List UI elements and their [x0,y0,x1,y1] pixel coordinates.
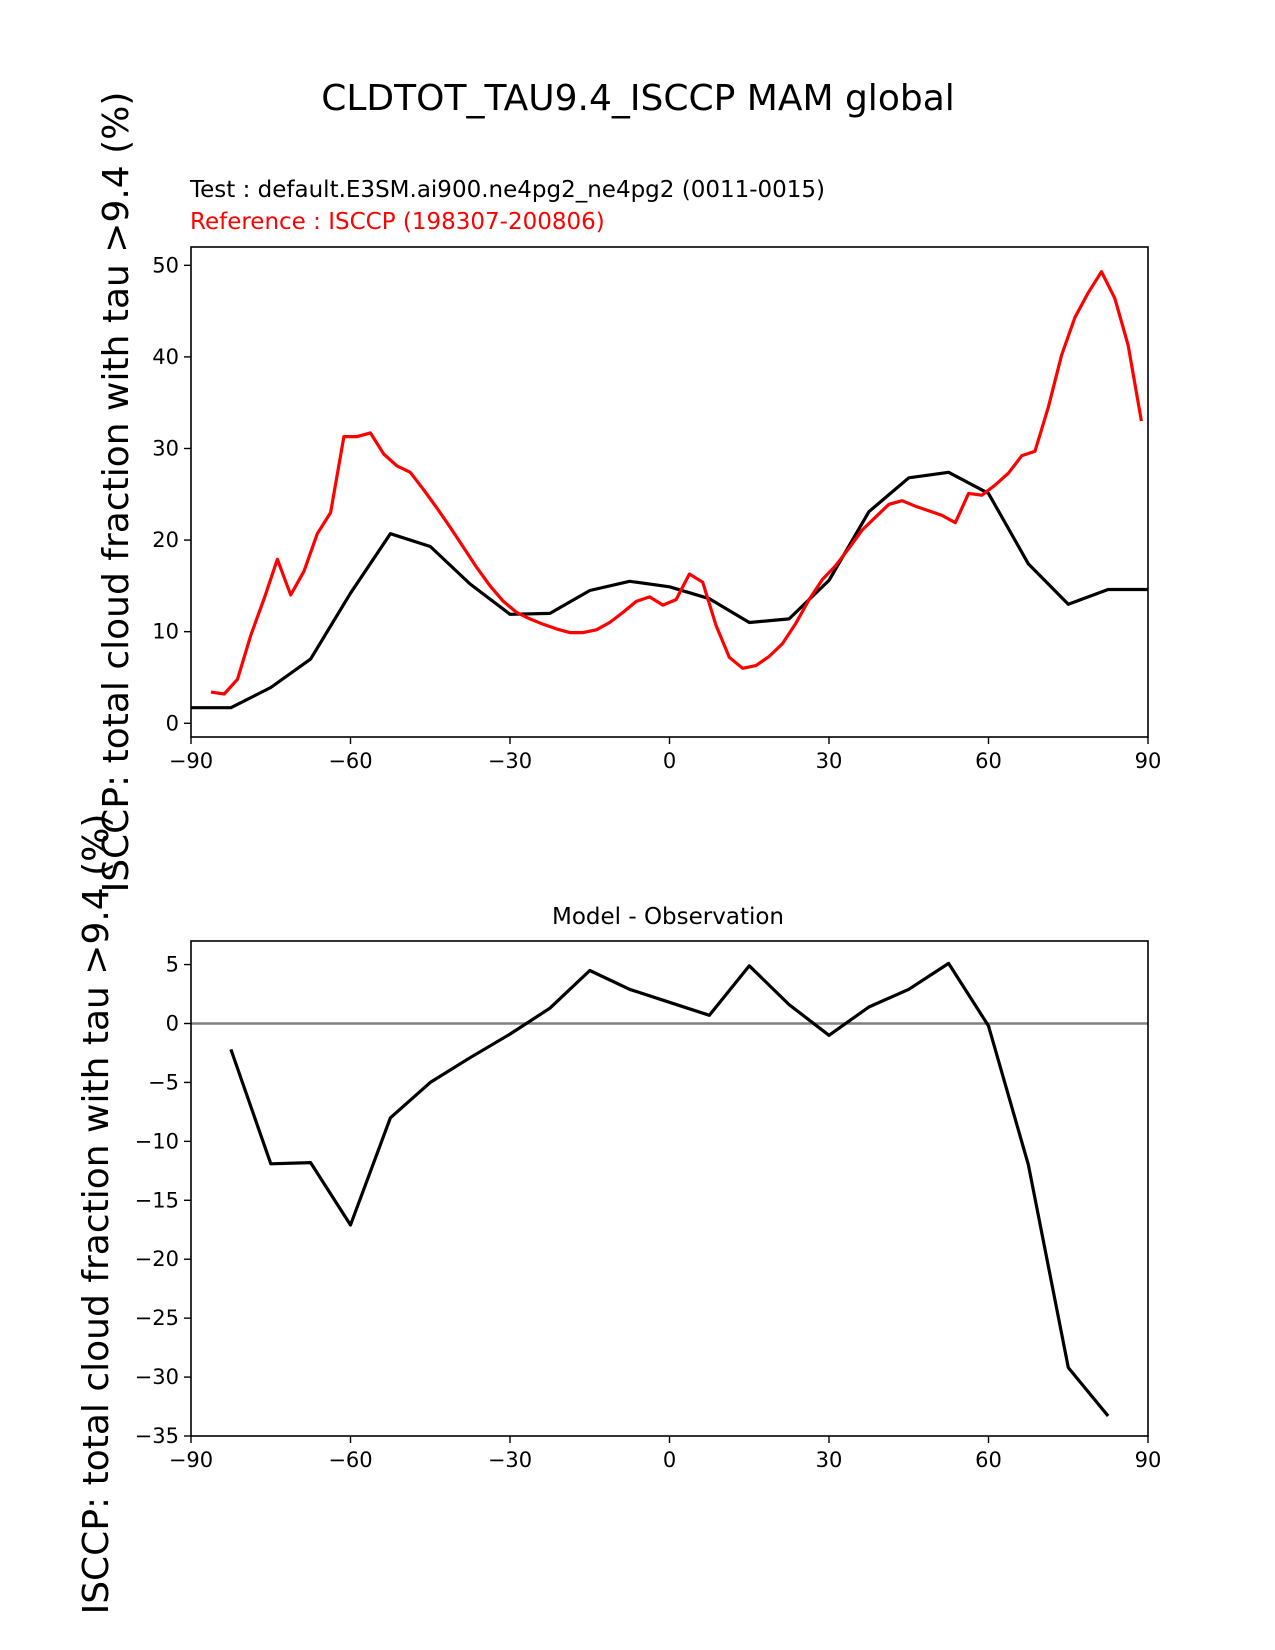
bottom-x-tick-label: −60 [328,1448,372,1472]
bottom-y-tick-label: −35 [135,1424,179,1448]
top-y-tick-label: 50 [152,253,179,277]
top-y-axis-label: ISCCP: total cloud fraction with tau >9.… [96,92,137,893]
top-y-tick-label: 10 [152,620,179,644]
bottom-y-tick-label: −10 [135,1129,179,1153]
top-panel-plot: −90 −60 −30 0 30 60 90 0 10 20 30 40 50 [152,246,1162,773]
bottom-series-diff-line [229,961,1110,1418]
top-y-tick-label: 20 [152,528,179,552]
bottom-y-tick-label: 5 [166,953,179,977]
bottom-y-axis-label: ISCCP: total cloud fraction with tau >9.… [76,814,117,1615]
bottom-x-tick-label: −30 [488,1448,532,1472]
bottom-y-tick-label: −25 [135,1306,179,1330]
bottom-x-tick-label: 30 [816,1448,843,1472]
top-x-tick-label: −60 [328,749,372,773]
top-series-test-line [191,470,1148,710]
bottom-y-tick-label: −5 [148,1070,179,1094]
top-y-tick-label: 30 [152,436,179,460]
bottom-x-tick-label: 0 [663,1448,676,1472]
bottom-x-tick-label: −90 [169,1448,213,1472]
bottom-x-tick-label: 90 [1135,1448,1162,1472]
top-x-tick-label: 30 [816,749,843,773]
bottom-panel-title: Model - Observation [552,904,784,930]
reference-label: Reference : ISCCP (198307-200806) [190,209,605,235]
bottom-plot-frame [190,940,1149,1437]
bottom-y-tick-label: 0 [166,1012,179,1036]
top-x-tick-label: 60 [975,749,1002,773]
top-x-tick-label: 0 [663,749,676,773]
top-x-tick-label: −30 [488,749,532,773]
top-series-reference-line [210,270,1143,696]
bottom-y-tick-label: −15 [135,1188,179,1212]
test-label: Test : default.E3SM.ai900.ne4pg2_ne4pg2 … [189,177,825,203]
bottom-y-tick-label: −30 [135,1365,179,1389]
top-x-tick-label: 90 [1135,749,1162,773]
bottom-panel-plot: −90 −60 −30 0 30 60 90 5 0 −5 −10 −15 −20 −25 −30 −35 [135,940,1162,1472]
top-y-tick-label: 0 [166,711,179,735]
bottom-x-tick-label: 60 [975,1448,1002,1472]
top-x-tick-label: −90 [169,749,213,773]
figure-title: CLDTOT_TAU9.4_ISCCP MAM global [321,78,955,119]
top-y-tick-label: 40 [152,345,179,369]
bottom-y-tick-label: −20 [135,1247,179,1271]
